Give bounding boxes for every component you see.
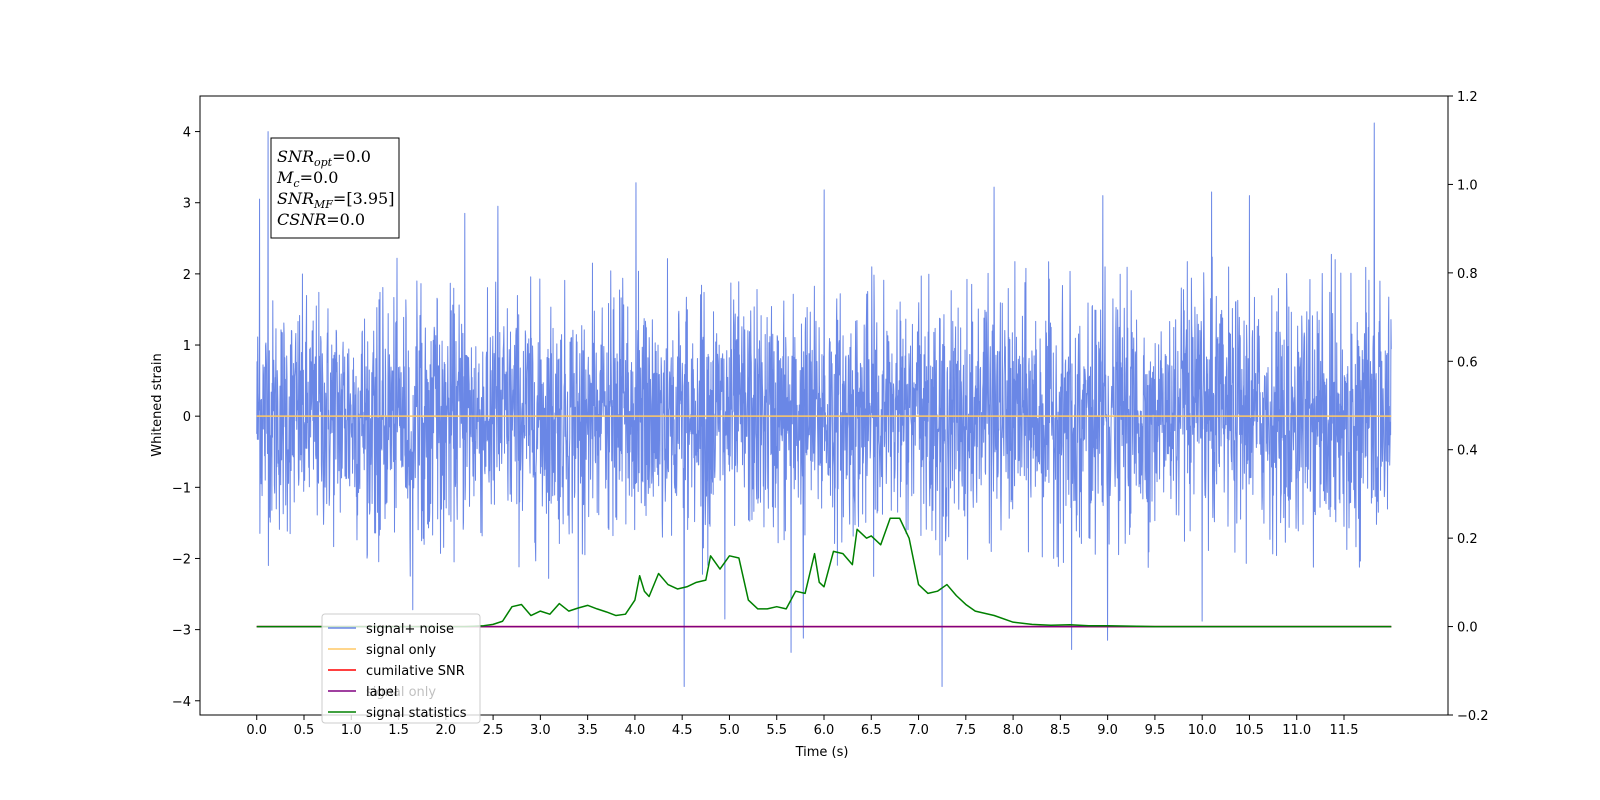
y-tick-label-right: 1.2	[1457, 90, 1478, 105]
annotation-line: SNRMF=[3.95]	[277, 189, 394, 211]
x-tick-label: 1.0	[341, 723, 362, 738]
x-tick-label: 8.0	[1003, 723, 1024, 738]
y-tick-label-left: −4	[172, 695, 191, 710]
y-tick-label-left: −2	[172, 552, 191, 567]
y-tick-label-left: 1	[183, 339, 191, 354]
x-tick-label: 9.0	[1097, 723, 1118, 738]
y-tick-label-left: 2	[183, 268, 191, 283]
x-tick-label: 5.0	[719, 723, 740, 738]
legend-label: signal only	[366, 643, 436, 658]
y-tick-label-right: −0.2	[1457, 709, 1489, 724]
x-tick-label: 11.0	[1282, 723, 1311, 738]
y-axis-left: 4 3 2 1 0 −1 −2 −3 −4	[172, 126, 200, 710]
x-tick-label: 1.5	[388, 723, 409, 738]
y-axis-right: 1.2 1.0 0.8 0.6 0.4 0.2 0.0 −0.2	[1448, 90, 1489, 724]
x-tick-label: 0.0	[246, 723, 267, 738]
legend: signal+ noise signal only cumilative SNR la…	[321, 613, 481, 724]
x-tick-label: 6.0	[814, 723, 835, 738]
y-tick-label-left: −3	[172, 624, 191, 639]
legend-label: signal statistics	[366, 706, 467, 721]
annotation-line: Mc=0.0	[276, 168, 338, 190]
x-tick-label: 5.5	[766, 723, 787, 738]
x-tick-label: 3.5	[577, 723, 598, 738]
x-tick-label: 11.5	[1330, 723, 1359, 738]
series-signal-statistics-line	[256, 517, 1392, 628]
legend-label: label	[366, 685, 397, 700]
y-tick-label-right: 0.0	[1457, 621, 1478, 636]
y-tick-label-right: 0.8	[1457, 267, 1478, 282]
x-tick-label: 9.5	[1145, 723, 1166, 738]
y-tick-label-left: −1	[172, 481, 191, 496]
x-axis: 0.0 0.5 1.0 1.5 2.0 2.5 3.0 3.5 4.0 4.5 5.0 5.5 6.0 6…	[246, 715, 1358, 738]
y-tick-label-left: 0	[183, 410, 191, 425]
x-axis-label: Time (s)	[795, 745, 849, 760]
x-tick-label: 0.5	[294, 723, 315, 738]
y-tick-label-right: 0.2	[1457, 532, 1478, 547]
x-tick-label: 2.0	[435, 723, 456, 738]
annotation-line: CSNR=0.0	[277, 210, 365, 229]
x-tick-label: 10.0	[1188, 723, 1217, 738]
x-tick-label: 4.5	[672, 723, 693, 738]
x-tick-label: 8.5	[1050, 723, 1071, 738]
x-tick-label: 3.0	[530, 723, 551, 738]
legend-label: signal+ noise	[366, 622, 454, 637]
y-tick-label-left: 3	[183, 197, 191, 212]
y-tick-label-left: 4	[183, 126, 191, 141]
y-axis-label: Whitened strain	[150, 353, 165, 456]
x-tick-label: 7.5	[955, 723, 976, 738]
x-tick-label: 6.5	[861, 723, 882, 738]
series-signal-noise-line	[256, 122, 1392, 688]
x-tick-label: 4.0	[625, 723, 646, 738]
x-tick-label: 7.0	[908, 723, 929, 738]
y-tick-label-right: 1.0	[1457, 178, 1478, 193]
x-tick-label: 2.5	[483, 723, 504, 738]
legend-ghost-text: signal only	[366, 685, 436, 700]
legend-label: cumilative SNR	[366, 664, 465, 679]
y-tick-label-right: 0.6	[1457, 355, 1478, 370]
x-tick-label: 10.5	[1235, 723, 1264, 738]
annotation-line: SNRopt=0.0	[277, 147, 371, 169]
y-tick-label-right: 0.4	[1457, 444, 1478, 459]
